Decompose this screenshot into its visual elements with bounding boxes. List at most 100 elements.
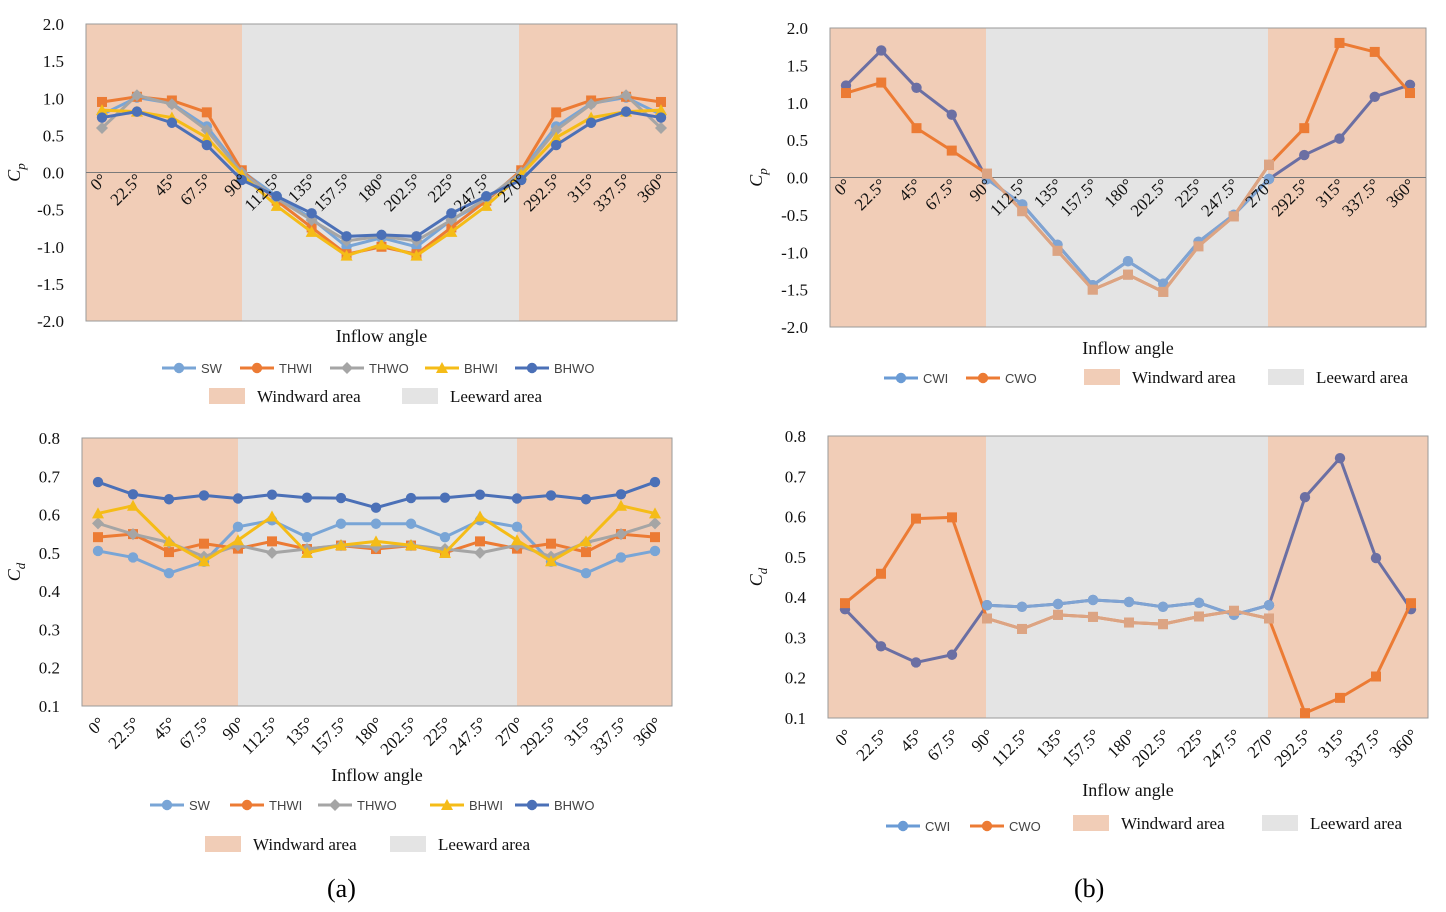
y-tick-label: 0.1: [39, 697, 60, 716]
x-tick-label: 67.5°: [924, 725, 963, 764]
legend-swatch-marker: [895, 372, 907, 384]
legend-swatch-marker: [441, 799, 453, 810]
y-axis-label-main: C: [746, 174, 766, 187]
x-tick-label: 0°: [832, 725, 856, 749]
data-point: [266, 510, 278, 522]
data-point: [911, 123, 922, 134]
legend-label: BHWO: [554, 361, 594, 376]
data-point: [649, 507, 661, 519]
data-point: [1299, 149, 1310, 161]
legend-label: CWI: [923, 371, 948, 386]
plot-frame: [827, 435, 1429, 719]
data-point: [340, 249, 353, 261]
x-tick-label: 337.5°: [1342, 725, 1387, 770]
data-point: [580, 567, 592, 579]
area-swatch: [1268, 369, 1304, 385]
legend-label: BHWI: [464, 361, 498, 376]
y-axis-label-sub: p: [13, 163, 28, 171]
x-tick-label: 0°: [85, 713, 109, 737]
data-point: [200, 124, 213, 137]
data-point: [516, 174, 527, 186]
plot-frame: [81, 437, 673, 707]
data-point: [166, 117, 178, 128]
legend-item-CWI: CWI: [884, 371, 948, 386]
data-point: [1229, 605, 1239, 616]
data-point: [201, 107, 212, 118]
legend-item-BHWI: BHWI: [430, 798, 503, 813]
series-BHWO: [92, 476, 661, 513]
data-point: [1263, 173, 1275, 185]
data-point: [474, 489, 486, 500]
data-point: [615, 552, 627, 563]
x-tick-label: 67.5°: [176, 713, 215, 752]
legend-label: CWO: [1005, 371, 1037, 386]
data-point: [1335, 692, 1345, 703]
legend-label: CWI: [925, 819, 950, 834]
y-tick-label: 0.2: [39, 659, 60, 678]
data-point: [511, 534, 523, 546]
data-point: [1052, 598, 1064, 610]
y-tick-label: 0.0: [43, 164, 64, 183]
data-point: [1369, 91, 1380, 102]
area-legend-label: Windward area: [1121, 814, 1225, 833]
y-tick-label: -0.5: [37, 201, 64, 220]
data-point: [655, 104, 667, 116]
data-point: [405, 539, 417, 551]
x-tick-label: 360°: [630, 713, 666, 749]
legend-label: THWO: [357, 798, 397, 813]
y-tick-label: 0.2: [785, 669, 806, 688]
legend-swatch-marker: [526, 362, 538, 374]
legend-swatch-marker: [341, 362, 353, 374]
y-tick-label: 0.4: [785, 588, 807, 607]
data-point: [405, 518, 417, 529]
data-point: [301, 492, 313, 503]
x-tick-label: 360°: [1386, 725, 1422, 761]
area-legend-label: Leeward area: [1316, 368, 1408, 387]
y-tick-label: -1.0: [781, 243, 808, 262]
x-tick-label: 22.5°: [105, 713, 144, 752]
legend-label: BHWO: [554, 798, 594, 813]
y-tick-label: -2.0: [37, 312, 64, 331]
data-point: [163, 535, 175, 547]
data-point: [615, 528, 627, 541]
x-tick-label: 247.5°: [446, 713, 491, 758]
data-point: [127, 489, 139, 500]
data-point: [266, 546, 278, 559]
data-point: [445, 225, 458, 237]
data-point: [1299, 123, 1310, 134]
legend-windward: Windward area: [209, 387, 361, 406]
y-tick-label: 0.3: [785, 628, 806, 647]
data-point: [96, 121, 108, 134]
chart-a-top: 2.01.51.00.50.0-0.5-1.0-1.5-2.0Cp0°22.5°…: [4, 15, 678, 406]
x-tick-label: 292.5°: [1271, 725, 1316, 770]
legend-leeward: Leeward area: [390, 835, 530, 854]
legend-item-THWO: THWO: [318, 798, 397, 813]
x-axis-label: Inflow angle: [336, 326, 427, 346]
data-point: [511, 493, 523, 504]
x-tick-label: 157.5°: [307, 713, 352, 758]
area-swatch: [1084, 369, 1120, 385]
legend-item-CWI: CWI: [886, 819, 950, 834]
legend-item-BHWI: BHWI: [425, 361, 498, 376]
y-tick-label: 0.5: [787, 131, 808, 150]
area-legend-label: Windward area: [257, 387, 361, 406]
data-point: [475, 536, 485, 547]
data-point: [1158, 619, 1168, 630]
y-tick-label: -1.5: [781, 281, 808, 300]
windward-area-left: [82, 438, 238, 706]
data-point: [1087, 284, 1098, 295]
x-axis-label: Inflow angle: [331, 765, 422, 785]
y-tick-label: -0.5: [781, 206, 808, 225]
y-tick-label: 0.1: [785, 709, 806, 728]
x-tick-label: 112.5°: [238, 713, 283, 758]
windward-area-left: [828, 436, 986, 718]
data-point: [439, 531, 451, 543]
data-point: [840, 598, 850, 609]
y-tick-label: 0.4: [39, 582, 61, 601]
data-point: [1405, 88, 1415, 99]
data-point: [92, 476, 104, 488]
x-tick-label: 22.5°: [853, 725, 892, 764]
data-point: [1404, 79, 1416, 91]
series-BHWI: [92, 499, 661, 567]
area-swatch: [390, 836, 426, 852]
